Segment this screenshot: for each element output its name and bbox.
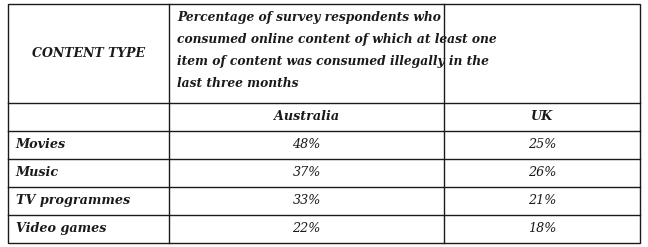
Text: 18%: 18% (528, 222, 557, 235)
Text: consumed online content of which at least one: consumed online content of which at leas… (177, 33, 496, 46)
Text: CONTENT TYPE: CONTENT TYPE (32, 47, 145, 60)
Text: 21%: 21% (528, 194, 557, 207)
Text: 25%: 25% (528, 138, 557, 151)
Text: UK: UK (531, 110, 553, 124)
Text: 26%: 26% (528, 166, 557, 179)
Text: 33%: 33% (292, 194, 321, 207)
Text: Movies: Movies (16, 138, 65, 151)
Text: 48%: 48% (292, 138, 321, 151)
Text: Music: Music (16, 166, 59, 179)
Text: Percentage of survey respondents who: Percentage of survey respondents who (177, 11, 441, 24)
Text: Australia: Australia (274, 110, 339, 124)
Text: last three months: last three months (177, 77, 298, 90)
Text: 37%: 37% (292, 166, 321, 179)
Text: TV programmes: TV programmes (16, 194, 130, 207)
Text: 22%: 22% (292, 222, 321, 235)
Text: item of content was consumed illegally in the: item of content was consumed illegally i… (177, 55, 489, 68)
Text: Video games: Video games (16, 222, 106, 235)
